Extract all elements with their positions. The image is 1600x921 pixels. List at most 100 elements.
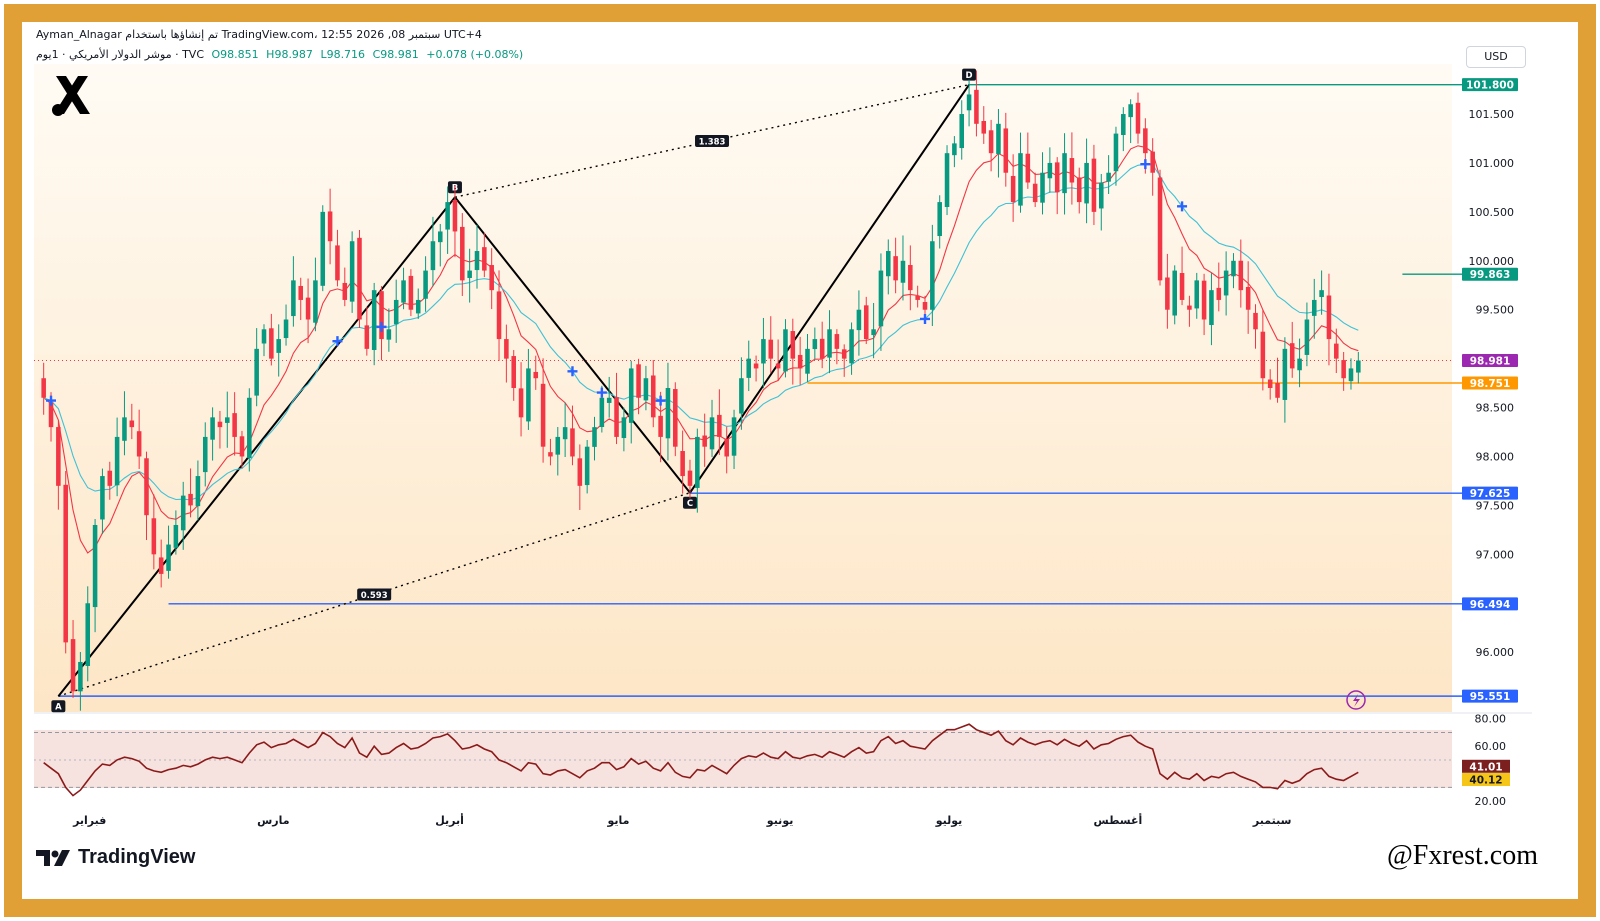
- price-label-text: 95.551: [1470, 691, 1511, 703]
- candle: [937, 195, 942, 249]
- candle-body: [1304, 319, 1310, 355]
- candle-body: [548, 452, 553, 457]
- pattern-legs: [57, 84, 970, 697]
- candle-body: [467, 270, 472, 278]
- rsi-value-label: 40.12: [1462, 773, 1510, 787]
- cross-marker: [1177, 201, 1188, 212]
- candle: [827, 310, 832, 374]
- price-label-bg: [1462, 597, 1518, 611]
- candle-body: [122, 417, 127, 441]
- candle-body: [1319, 290, 1324, 298]
- candle-body: [298, 285, 304, 300]
- candle-body: [717, 414, 722, 437]
- rsi-value-label: 41.01: [1462, 759, 1510, 773]
- lightning-icon[interactable]: [1346, 690, 1366, 710]
- candle: [687, 459, 693, 499]
- symbol-description[interactable]: موشر الدولار الأمريكي · 1يوم · TVC: [36, 48, 205, 61]
- cross-marker: [376, 321, 387, 332]
- candle: [1025, 132, 1031, 189]
- currency-button[interactable]: USD: [1466, 46, 1526, 68]
- cross-marker: [332, 336, 343, 347]
- candle: [1348, 358, 1354, 390]
- candle-body: [1348, 368, 1354, 382]
- price-tick: 100.000: [1469, 255, 1515, 268]
- candle-body: [269, 328, 274, 359]
- candle-body: [1326, 295, 1332, 340]
- candle-body: [1179, 272, 1185, 300]
- candle: [1356, 352, 1361, 384]
- candle: [452, 185, 458, 258]
- candle: [1253, 304, 1258, 349]
- candle-body: [1062, 153, 1067, 194]
- candle-body: [915, 295, 920, 300]
- candle: [437, 223, 443, 267]
- candle: [1194, 272, 1200, 319]
- candle-body: [849, 329, 854, 364]
- candle-body: [364, 325, 370, 349]
- candle-body: [1238, 260, 1244, 291]
- candle: [952, 136, 957, 168]
- candle: [415, 288, 421, 319]
- candle-body: [1084, 162, 1089, 204]
- candle: [1135, 92, 1141, 144]
- candle: [1150, 138, 1155, 196]
- candle-body: [739, 378, 744, 414]
- candle-body: [1010, 175, 1016, 203]
- candle: [709, 399, 715, 458]
- rsi-band-bg: [34, 730, 1452, 788]
- candle-body: [1209, 290, 1214, 326]
- candle-body: [746, 358, 752, 378]
- candle-body: [1143, 128, 1148, 154]
- candle-body: [291, 280, 296, 317]
- candle-body: [1223, 270, 1229, 296]
- candle: [1311, 278, 1317, 339]
- price-label-bg: [1462, 376, 1518, 390]
- price-axis-ticks: 101.500 101.000 100.500 100.000 99.500 98.500…: [1469, 108, 1515, 659]
- candle: [1047, 147, 1053, 193]
- candle-body: [797, 354, 803, 369]
- candle: [739, 357, 744, 430]
- price-label-97.625: 97.625: [1462, 486, 1518, 500]
- candle: [812, 327, 818, 360]
- candle: [1121, 107, 1126, 152]
- time-tick: أغسطس: [1094, 813, 1143, 827]
- tradingview-brand: TradingView: [36, 846, 195, 869]
- candle: [1304, 302, 1310, 367]
- candle: [460, 213, 465, 296]
- candle: [1040, 152, 1045, 215]
- candle-body: [1297, 358, 1302, 371]
- candle: [1187, 295, 1192, 327]
- candle: [496, 270, 502, 361]
- candle-body: [628, 368, 634, 423]
- candlesticks: [41, 70, 1361, 711]
- candle: [1106, 155, 1111, 194]
- candle: [841, 344, 847, 377]
- candle-body: [371, 290, 377, 350]
- candle: [584, 439, 590, 494]
- candle-body: [695, 436, 700, 488]
- candle-body: [1098, 182, 1104, 209]
- candle-body: [460, 226, 465, 281]
- candle: [1172, 265, 1177, 325]
- candle: [122, 391, 127, 456]
- ohlc-legend: موشر الدولار الأمريكي · 1يوم · TVC O98.8…: [36, 48, 527, 61]
- candle: [702, 413, 707, 467]
- candle: [313, 257, 318, 332]
- candle: [1076, 167, 1082, 214]
- price-tick: 99.500: [1476, 304, 1515, 317]
- candle: [349, 231, 355, 313]
- candle: [996, 109, 1001, 178]
- candle: [981, 106, 987, 144]
- candle-body: [1128, 104, 1133, 118]
- candle: [335, 229, 340, 287]
- cross-marker: [655, 395, 666, 406]
- price-label-bg: [1462, 354, 1518, 368]
- candle-body: [1157, 177, 1163, 281]
- candle: [371, 282, 377, 366]
- candle: [768, 316, 774, 374]
- tradingview-logo-icon: [36, 849, 70, 866]
- candle-body: [966, 94, 972, 111]
